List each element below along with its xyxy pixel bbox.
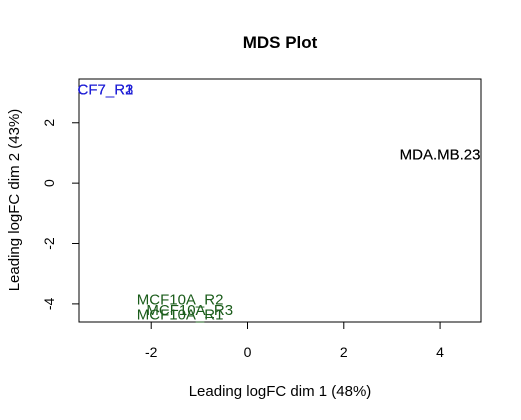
point-label: CF7_R2: [78, 82, 134, 99]
y-tick-label: 0: [41, 179, 57, 187]
y-tick-label: 2: [41, 119, 57, 127]
y-axis-label: Leading logFC dim 2 (43%): [6, 109, 23, 292]
y-axis: -4 -2 0 2: [41, 119, 80, 310]
x-axis-label: Leading logFC dim 1 (48%): [189, 383, 372, 400]
point-label: MDA.MB.23: [400, 146, 481, 163]
x-tick-label: 4: [436, 344, 444, 360]
point-label: MCF10A_R1: [137, 306, 224, 323]
x-tick-label: 2: [340, 344, 348, 360]
point-label: MDA.MB.23: [400, 146, 481, 163]
chart-title: MDS Plot: [243, 33, 318, 52]
point-label: MCF10A_R2: [137, 291, 224, 308]
point-label: CF7_R3: [78, 82, 134, 99]
point-labels: CF7_R1CF7_R2CF7_R3MDA.MB.23MDA.MB.23MCF1…: [78, 82, 481, 324]
x-axis: -2 0 2 4: [145, 321, 444, 360]
y-tick-label: -2: [41, 237, 57, 250]
y-tick-label: -4: [41, 297, 57, 310]
plot-frame: [78, 78, 482, 323]
point-label: CF7_R1: [78, 82, 134, 99]
x-tick-label: -2: [145, 344, 158, 360]
point-label: MCF10A_R3: [146, 302, 233, 319]
x-tick-label: 0: [244, 344, 252, 360]
